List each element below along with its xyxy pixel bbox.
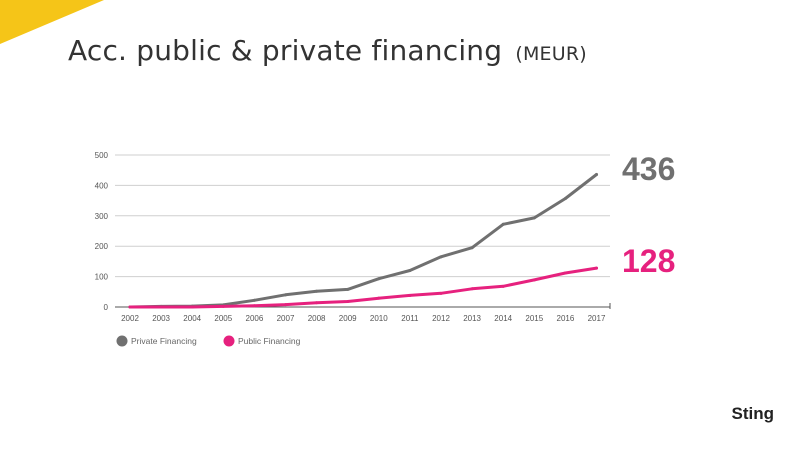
end-label-private: 436 bbox=[622, 151, 675, 187]
data-point bbox=[284, 303, 287, 307]
data-point bbox=[377, 296, 381, 300]
slide-title-unit: (MEUR) bbox=[515, 43, 587, 65]
data-point bbox=[284, 293, 287, 297]
data-point bbox=[470, 246, 474, 250]
y-tick-label: 500 bbox=[95, 151, 109, 160]
series-line-public bbox=[128, 266, 598, 309]
y-tick-label: 300 bbox=[95, 212, 109, 221]
data-point bbox=[128, 305, 132, 309]
slide-title: Acc. public & private financing (MEUR) bbox=[68, 34, 587, 67]
y-tick-label: 0 bbox=[104, 303, 109, 312]
x-tick-label: 2014 bbox=[494, 314, 512, 323]
data-point bbox=[159, 305, 163, 309]
data-point bbox=[221, 304, 225, 308]
x-tick-label: 2012 bbox=[432, 314, 450, 323]
x-tick-label: 2006 bbox=[246, 314, 264, 323]
data-point bbox=[532, 216, 536, 220]
x-tick-label: 2008 bbox=[308, 314, 326, 323]
data-point bbox=[190, 305, 194, 309]
data-point bbox=[408, 269, 412, 273]
data-point bbox=[563, 196, 567, 200]
data-point bbox=[563, 271, 567, 275]
legend-label: Public Financing bbox=[238, 336, 301, 346]
data-point bbox=[315, 289, 319, 293]
data-point bbox=[315, 301, 319, 305]
data-point bbox=[439, 291, 443, 295]
data-point bbox=[408, 293, 412, 297]
x-tick-label: 2003 bbox=[152, 314, 170, 323]
x-tick-label: 2004 bbox=[183, 314, 201, 323]
data-point bbox=[252, 304, 256, 308]
x-tick-label: 2002 bbox=[121, 314, 139, 323]
x-tick-label: 2013 bbox=[463, 314, 481, 323]
x-tick-label: 2011 bbox=[401, 314, 419, 323]
data-point bbox=[501, 222, 505, 226]
x-tick-label: 2017 bbox=[588, 314, 606, 323]
legend-swatch bbox=[116, 335, 128, 347]
data-point bbox=[377, 277, 381, 281]
data-point bbox=[252, 298, 256, 302]
data-point bbox=[346, 287, 350, 291]
legend-swatch bbox=[223, 335, 235, 347]
series-line-private bbox=[128, 173, 598, 309]
data-point bbox=[439, 255, 443, 259]
slide-title-text: Acc. public & private financing bbox=[68, 34, 503, 67]
y-tick-label: 400 bbox=[95, 181, 109, 190]
x-tick-label: 2009 bbox=[339, 314, 357, 323]
data-point bbox=[532, 278, 536, 282]
x-tick-label: 2007 bbox=[277, 314, 295, 323]
x-tick-label: 2015 bbox=[525, 314, 543, 323]
y-tick-label: 200 bbox=[95, 242, 109, 251]
end-label-public: 128 bbox=[622, 243, 675, 279]
y-tick-label: 100 bbox=[95, 273, 109, 282]
legend-label: Private Financing bbox=[131, 336, 197, 346]
x-tick-label: 2010 bbox=[370, 314, 388, 323]
x-tick-label: 2005 bbox=[214, 314, 232, 323]
corner-accent-shape bbox=[0, 0, 104, 44]
data-point bbox=[470, 287, 474, 291]
data-point bbox=[501, 284, 505, 288]
brand-logo-text: Sting bbox=[731, 404, 775, 423]
data-point bbox=[595, 266, 598, 270]
data-point bbox=[595, 172, 598, 176]
x-tick-label: 2016 bbox=[557, 314, 575, 323]
data-point bbox=[346, 300, 350, 304]
